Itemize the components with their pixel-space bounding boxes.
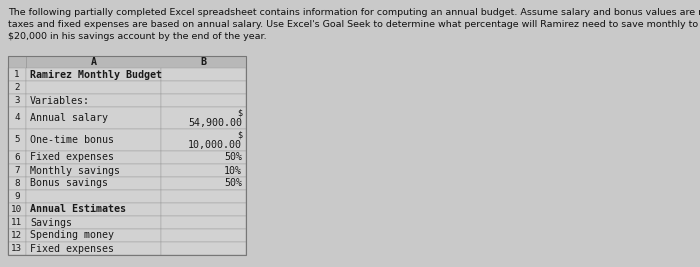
Bar [8, 94, 26, 107]
Bar [161, 107, 246, 129]
Text: Ramirez Monthly Budget: Ramirez Monthly Budget [30, 69, 162, 80]
Text: 7: 7 [14, 166, 20, 175]
Text: 3: 3 [14, 96, 20, 105]
Bar [26, 242, 161, 255]
Bar [8, 68, 26, 81]
Text: 4: 4 [14, 113, 20, 123]
Text: The following partially completed Excel spreadsheet contains information for com: The following partially completed Excel … [8, 8, 700, 41]
Text: 11: 11 [11, 218, 22, 227]
Text: 12: 12 [11, 231, 22, 240]
Bar [26, 56, 246, 68]
Text: 13: 13 [11, 244, 22, 253]
Bar [26, 107, 161, 129]
Bar [161, 81, 246, 94]
Text: Fixed expenses: Fixed expenses [30, 152, 114, 163]
Bar [8, 129, 26, 151]
Bar [8, 216, 26, 229]
Text: 54,900.00: 54,900.00 [188, 118, 242, 128]
Bar [26, 151, 161, 164]
Bar [161, 151, 246, 164]
Bar [26, 216, 161, 229]
Text: Variables:: Variables: [30, 96, 90, 105]
Text: Annual salary: Annual salary [30, 113, 108, 123]
Bar [161, 94, 246, 107]
Bar [161, 229, 246, 242]
Text: 6: 6 [14, 153, 20, 162]
Text: Fixed expenses: Fixed expenses [30, 244, 114, 253]
Bar [26, 129, 161, 151]
Bar [26, 94, 161, 107]
Text: $: $ [237, 131, 242, 140]
Text: 50%: 50% [224, 152, 242, 163]
Text: 10%: 10% [224, 166, 242, 175]
Text: 1: 1 [14, 70, 20, 79]
Bar [161, 190, 246, 203]
Text: Spending money: Spending money [30, 230, 114, 241]
Bar [26, 190, 161, 203]
Bar [161, 216, 246, 229]
Bar [26, 81, 161, 94]
Text: 9: 9 [14, 192, 20, 201]
Bar [26, 203, 161, 216]
Text: 5: 5 [14, 135, 20, 144]
Bar [161, 242, 246, 255]
Text: $: $ [237, 109, 242, 118]
Bar [8, 242, 26, 255]
Bar [8, 151, 26, 164]
Text: Bonus savings: Bonus savings [30, 179, 108, 189]
Bar [8, 203, 26, 216]
Text: Savings: Savings [30, 218, 72, 227]
Bar [8, 81, 26, 94]
Bar [8, 56, 26, 68]
Bar [8, 190, 26, 203]
Bar [26, 164, 161, 177]
Text: A: A [90, 57, 97, 67]
Text: One-time bonus: One-time bonus [30, 135, 114, 145]
Text: 50%: 50% [224, 179, 242, 189]
Bar [161, 129, 246, 151]
Bar [8, 107, 26, 129]
Bar [161, 203, 246, 216]
Bar [161, 177, 246, 190]
Text: 10,000.00: 10,000.00 [188, 140, 242, 150]
Text: Annual Estimates: Annual Estimates [30, 205, 126, 214]
Bar [161, 164, 246, 177]
Bar [26, 229, 161, 242]
Text: 10: 10 [11, 205, 22, 214]
Text: B: B [200, 57, 206, 67]
Bar [8, 164, 26, 177]
Bar [26, 68, 161, 81]
Bar [8, 56, 246, 255]
Bar [8, 229, 26, 242]
Text: Monthly savings: Monthly savings [30, 166, 120, 175]
Bar [26, 177, 161, 190]
Bar [8, 177, 26, 190]
Text: 8: 8 [14, 179, 20, 188]
Text: 2: 2 [14, 83, 20, 92]
Bar [161, 68, 246, 81]
